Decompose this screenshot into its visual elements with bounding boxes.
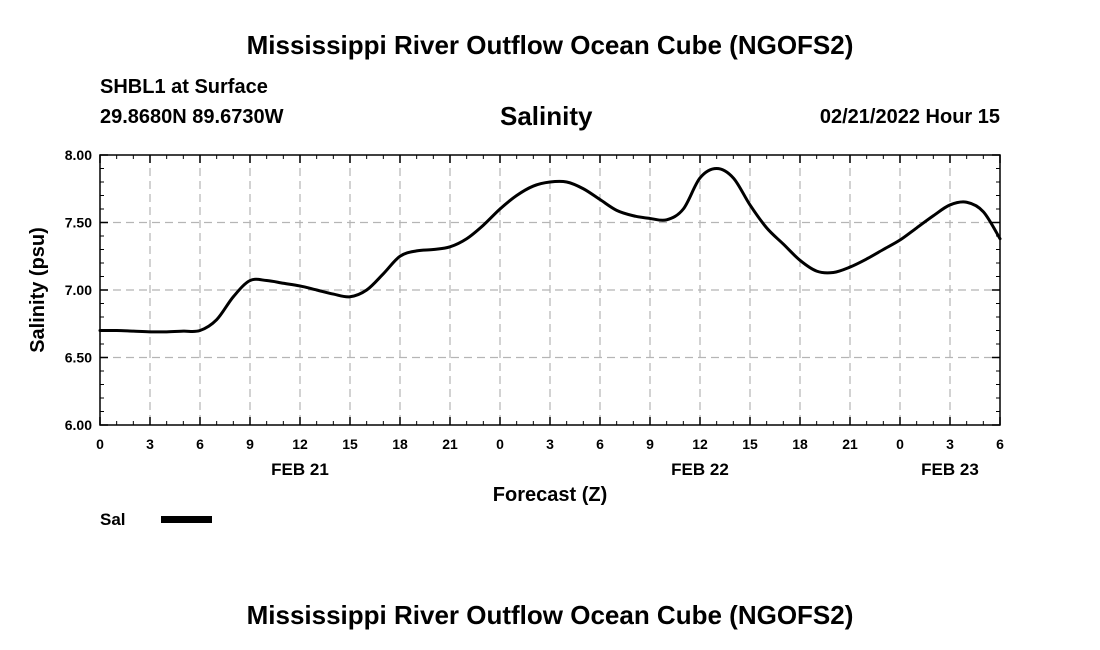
x-tick-label: 0: [496, 436, 504, 452]
x-axis-label: Forecast (Z): [493, 484, 607, 506]
x-tick-label: 0: [96, 436, 104, 452]
chart-title: Salinity: [500, 101, 593, 131]
x-tick-label: 12: [292, 436, 308, 452]
page-title: Mississippi River Outflow Ocean Cube (NG…: [246, 30, 854, 60]
x-tick-label: 21: [442, 436, 458, 452]
legend-swatch: [161, 516, 212, 523]
y-tick-label: 6.50: [65, 350, 92, 366]
series-line-sal: [98, 167, 1002, 334]
x-tick-label: 6: [996, 436, 1004, 452]
x-tick-label: 6: [596, 436, 604, 452]
x-tick-label: 3: [946, 436, 954, 452]
forecast-datetime: 02/21/2022 Hour 15: [819, 106, 1000, 128]
date-label: FEB 23: [921, 460, 979, 479]
page-title-bottom: Mississippi River Outflow Ocean Cube (NG…: [246, 600, 854, 630]
date-label: FEB 22: [671, 460, 729, 479]
tick-labels: 0 3 6 9 12 15 18 21 0 3 6 9 12 15 18 21 0 3 6 6.00 6.50 7.00 7…: [65, 147, 1004, 479]
legend-label: Sal: [100, 510, 126, 529]
x-tick-label: 6: [196, 436, 204, 452]
x-tick-label: 18: [392, 436, 408, 452]
x-tick-label: 15: [742, 436, 758, 452]
y-tick-label: 8.00: [65, 147, 92, 163]
y-tick-label: 7.00: [65, 282, 92, 298]
axis-ticks: [99, 154, 1001, 426]
x-tick-label: 12: [692, 436, 708, 452]
x-tick-label: 15: [342, 436, 358, 452]
x-tick-label: 0: [896, 436, 904, 452]
y-tick-label: 7.50: [65, 215, 92, 231]
y-tick-label: 6.00: [65, 417, 92, 433]
station-label: SHBL1 at Surface: [100, 76, 268, 98]
y-axis-label: Salinity (psu): [27, 227, 49, 353]
x-tick-label: 9: [246, 436, 254, 452]
grid-lines: [100, 155, 1000, 425]
x-tick-label: 21: [842, 436, 858, 452]
x-tick-label: 3: [546, 436, 554, 452]
station-coordinates: 29.8680N 89.6730W: [100, 106, 284, 128]
x-tick-label: 3: [146, 436, 154, 452]
date-label: FEB 21: [271, 460, 329, 479]
x-tick-label: 18: [792, 436, 808, 452]
x-tick-label: 9: [646, 436, 654, 452]
